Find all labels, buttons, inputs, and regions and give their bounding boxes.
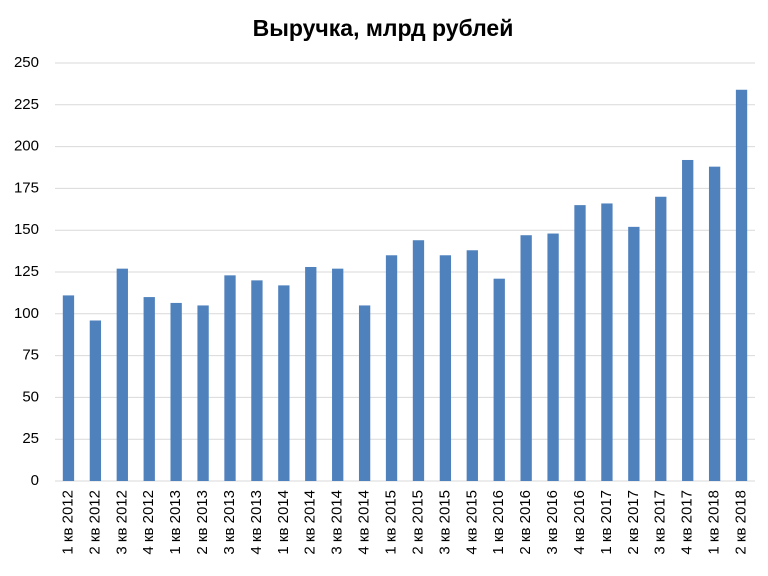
x-tick-label: 2 кв 2016 bbox=[517, 490, 534, 555]
bar bbox=[385, 255, 398, 481]
chart-title: Выручка, млрд рублей bbox=[253, 15, 514, 41]
x-tick-label: 3 кв 2015 bbox=[436, 490, 453, 555]
x-tick-label: 3 кв 2013 bbox=[221, 490, 238, 555]
x-tick-label: 1 кв 2012 bbox=[59, 490, 76, 555]
y-tick-label: 25 bbox=[22, 430, 39, 447]
x-tick-label: 4 кв 2012 bbox=[140, 490, 157, 555]
bar bbox=[251, 280, 263, 481]
x-tick-label: 4 кв 2014 bbox=[356, 490, 373, 555]
x-tick-label: 3 кв 2012 bbox=[113, 490, 130, 555]
x-tick-label: 3 кв 2017 bbox=[652, 490, 669, 555]
x-tick-label: 3 кв 2016 bbox=[544, 490, 561, 555]
y-tick-label: 175 bbox=[14, 179, 39, 196]
bar bbox=[305, 266, 317, 481]
bar bbox=[493, 278, 505, 481]
bar bbox=[520, 235, 532, 481]
x-tick-label: 2 кв 2013 bbox=[194, 490, 211, 555]
bar bbox=[547, 233, 559, 481]
bar bbox=[358, 305, 371, 481]
bar bbox=[682, 159, 694, 481]
bar bbox=[143, 297, 155, 481]
bar bbox=[197, 305, 209, 481]
bar bbox=[708, 166, 721, 481]
bar bbox=[89, 320, 102, 481]
y-tick-label: 0 bbox=[31, 472, 39, 489]
bar bbox=[62, 295, 75, 481]
bar bbox=[332, 268, 344, 481]
x-tick-label: 2 кв 2015 bbox=[409, 490, 426, 555]
bar bbox=[735, 89, 748, 481]
y-tick-label: 100 bbox=[14, 305, 39, 322]
bar bbox=[116, 268, 128, 481]
y-tick-label: 200 bbox=[14, 138, 39, 155]
x-tick-label: 4 кв 2016 bbox=[571, 490, 588, 555]
x-tick-label: 1 кв 2014 bbox=[275, 490, 292, 555]
bar bbox=[170, 302, 182, 481]
bar bbox=[412, 240, 425, 481]
y-tick-label: 125 bbox=[14, 263, 39, 280]
bar bbox=[601, 203, 613, 481]
x-tick-label: 1 кв 2018 bbox=[706, 490, 723, 555]
x-tick-label: 1 кв 2015 bbox=[383, 490, 400, 555]
x-tick-label: 2 кв 2012 bbox=[86, 490, 103, 555]
y-tick-label: 75 bbox=[22, 347, 39, 364]
bar bbox=[224, 275, 236, 481]
bar bbox=[278, 285, 290, 481]
x-tick-label: 1 кв 2017 bbox=[598, 490, 615, 555]
bar bbox=[628, 226, 640, 481]
x-tick-label: 3 кв 2014 bbox=[329, 490, 346, 555]
bar bbox=[439, 255, 452, 481]
y-tick-label: 150 bbox=[14, 221, 39, 238]
x-tick-label: 4 кв 2017 bbox=[679, 490, 696, 555]
x-tick-label: 2 кв 2014 bbox=[302, 490, 319, 555]
x-tick-label: 4 кв 2015 bbox=[463, 490, 480, 555]
x-tick-label: 4 кв 2013 bbox=[248, 490, 265, 555]
x-tick-label: 1 кв 2016 bbox=[490, 490, 507, 555]
y-tick-label: 225 bbox=[14, 96, 39, 113]
bar bbox=[574, 205, 586, 481]
x-tick-label: 2 кв 2017 bbox=[625, 490, 642, 555]
y-tick-label: 50 bbox=[22, 388, 39, 405]
x-tick-label: 2 кв 2018 bbox=[733, 490, 750, 555]
y-tick-label: 250 bbox=[14, 54, 39, 71]
bar bbox=[655, 196, 667, 481]
bar bbox=[466, 250, 478, 481]
x-tick-label: 1 кв 2013 bbox=[167, 490, 184, 555]
